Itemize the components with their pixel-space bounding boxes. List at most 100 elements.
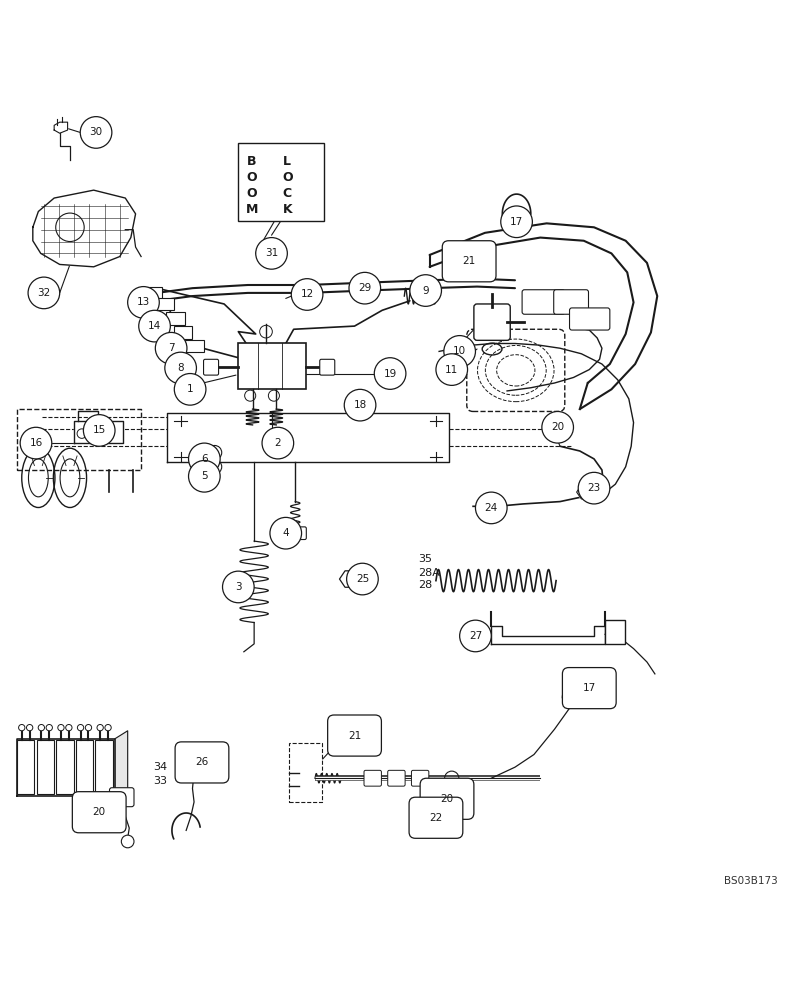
FancyBboxPatch shape	[409, 797, 462, 838]
Text: 33: 33	[153, 776, 167, 786]
Text: B: B	[247, 155, 256, 168]
Circle shape	[436, 354, 467, 385]
FancyBboxPatch shape	[443, 241, 496, 282]
FancyBboxPatch shape	[110, 788, 134, 807]
Text: 4: 4	[283, 528, 289, 538]
Circle shape	[139, 310, 170, 342]
Polygon shape	[17, 739, 115, 796]
Circle shape	[349, 272, 380, 304]
Circle shape	[262, 427, 294, 459]
FancyBboxPatch shape	[72, 792, 126, 833]
FancyBboxPatch shape	[76, 740, 93, 794]
Text: 21: 21	[348, 731, 361, 741]
Text: 30: 30	[89, 127, 103, 137]
Circle shape	[66, 724, 72, 731]
Circle shape	[121, 835, 134, 848]
Text: 2: 2	[275, 438, 281, 448]
FancyBboxPatch shape	[388, 770, 405, 786]
Text: 14: 14	[148, 321, 161, 331]
Text: 15: 15	[92, 425, 106, 435]
Text: 26: 26	[195, 757, 209, 767]
Text: 31: 31	[265, 248, 278, 258]
Circle shape	[223, 571, 254, 603]
Text: 20: 20	[92, 807, 106, 817]
Text: 35: 35	[418, 554, 431, 564]
Circle shape	[38, 724, 45, 731]
FancyBboxPatch shape	[412, 770, 429, 786]
FancyBboxPatch shape	[166, 312, 185, 325]
Circle shape	[85, 724, 92, 731]
Text: 21: 21	[462, 256, 476, 266]
Text: 20: 20	[440, 794, 454, 804]
Circle shape	[80, 117, 112, 148]
Text: O: O	[282, 171, 293, 184]
Text: 23: 23	[587, 483, 601, 493]
Polygon shape	[491, 626, 605, 644]
Circle shape	[28, 277, 60, 309]
Text: 5: 5	[201, 471, 208, 481]
Text: 17: 17	[583, 683, 596, 693]
FancyBboxPatch shape	[466, 329, 565, 411]
Polygon shape	[576, 485, 595, 499]
Circle shape	[475, 492, 507, 524]
Circle shape	[105, 724, 111, 731]
Text: 16: 16	[29, 438, 43, 448]
Circle shape	[459, 620, 491, 652]
Circle shape	[46, 724, 53, 731]
Text: 12: 12	[300, 289, 314, 299]
Text: K: K	[283, 203, 292, 216]
Text: 22: 22	[429, 813, 443, 823]
FancyBboxPatch shape	[204, 359, 219, 375]
FancyBboxPatch shape	[289, 743, 322, 802]
Text: 19: 19	[384, 369, 396, 379]
Text: 6: 6	[201, 454, 208, 464]
FancyBboxPatch shape	[284, 527, 306, 540]
Circle shape	[501, 206, 533, 238]
Text: 9: 9	[423, 286, 429, 296]
Circle shape	[18, 724, 25, 731]
Text: L: L	[283, 155, 291, 168]
Text: 29: 29	[358, 283, 372, 293]
Text: 27: 27	[469, 631, 482, 641]
Polygon shape	[587, 487, 607, 501]
FancyBboxPatch shape	[57, 740, 73, 794]
Circle shape	[444, 336, 475, 367]
Text: 25: 25	[356, 574, 369, 584]
Circle shape	[374, 358, 406, 389]
Circle shape	[174, 374, 206, 405]
Text: 11: 11	[445, 365, 458, 375]
Circle shape	[189, 443, 220, 475]
FancyBboxPatch shape	[185, 340, 204, 352]
Circle shape	[344, 389, 376, 421]
FancyBboxPatch shape	[37, 740, 54, 794]
Circle shape	[270, 517, 302, 549]
Text: 3: 3	[235, 582, 242, 592]
FancyBboxPatch shape	[175, 742, 228, 783]
Circle shape	[291, 279, 323, 310]
Text: 32: 32	[37, 288, 50, 298]
Circle shape	[155, 332, 187, 364]
Circle shape	[189, 460, 220, 492]
Text: 28: 28	[418, 580, 432, 590]
FancyBboxPatch shape	[143, 287, 162, 299]
FancyBboxPatch shape	[174, 326, 193, 339]
FancyBboxPatch shape	[238, 343, 306, 389]
FancyBboxPatch shape	[328, 715, 381, 756]
Text: 8: 8	[178, 363, 184, 373]
Circle shape	[542, 411, 573, 443]
Circle shape	[97, 724, 103, 731]
Text: 17: 17	[510, 217, 523, 227]
FancyBboxPatch shape	[320, 359, 335, 375]
Circle shape	[20, 427, 52, 459]
FancyBboxPatch shape	[96, 740, 113, 794]
FancyBboxPatch shape	[554, 290, 588, 314]
FancyBboxPatch shape	[522, 290, 565, 314]
Text: 24: 24	[485, 503, 498, 513]
FancyBboxPatch shape	[420, 778, 474, 819]
Polygon shape	[33, 190, 135, 267]
FancyBboxPatch shape	[238, 143, 325, 221]
Text: 7: 7	[168, 343, 174, 353]
Text: O: O	[247, 187, 257, 200]
Circle shape	[58, 724, 64, 731]
Circle shape	[578, 472, 610, 504]
